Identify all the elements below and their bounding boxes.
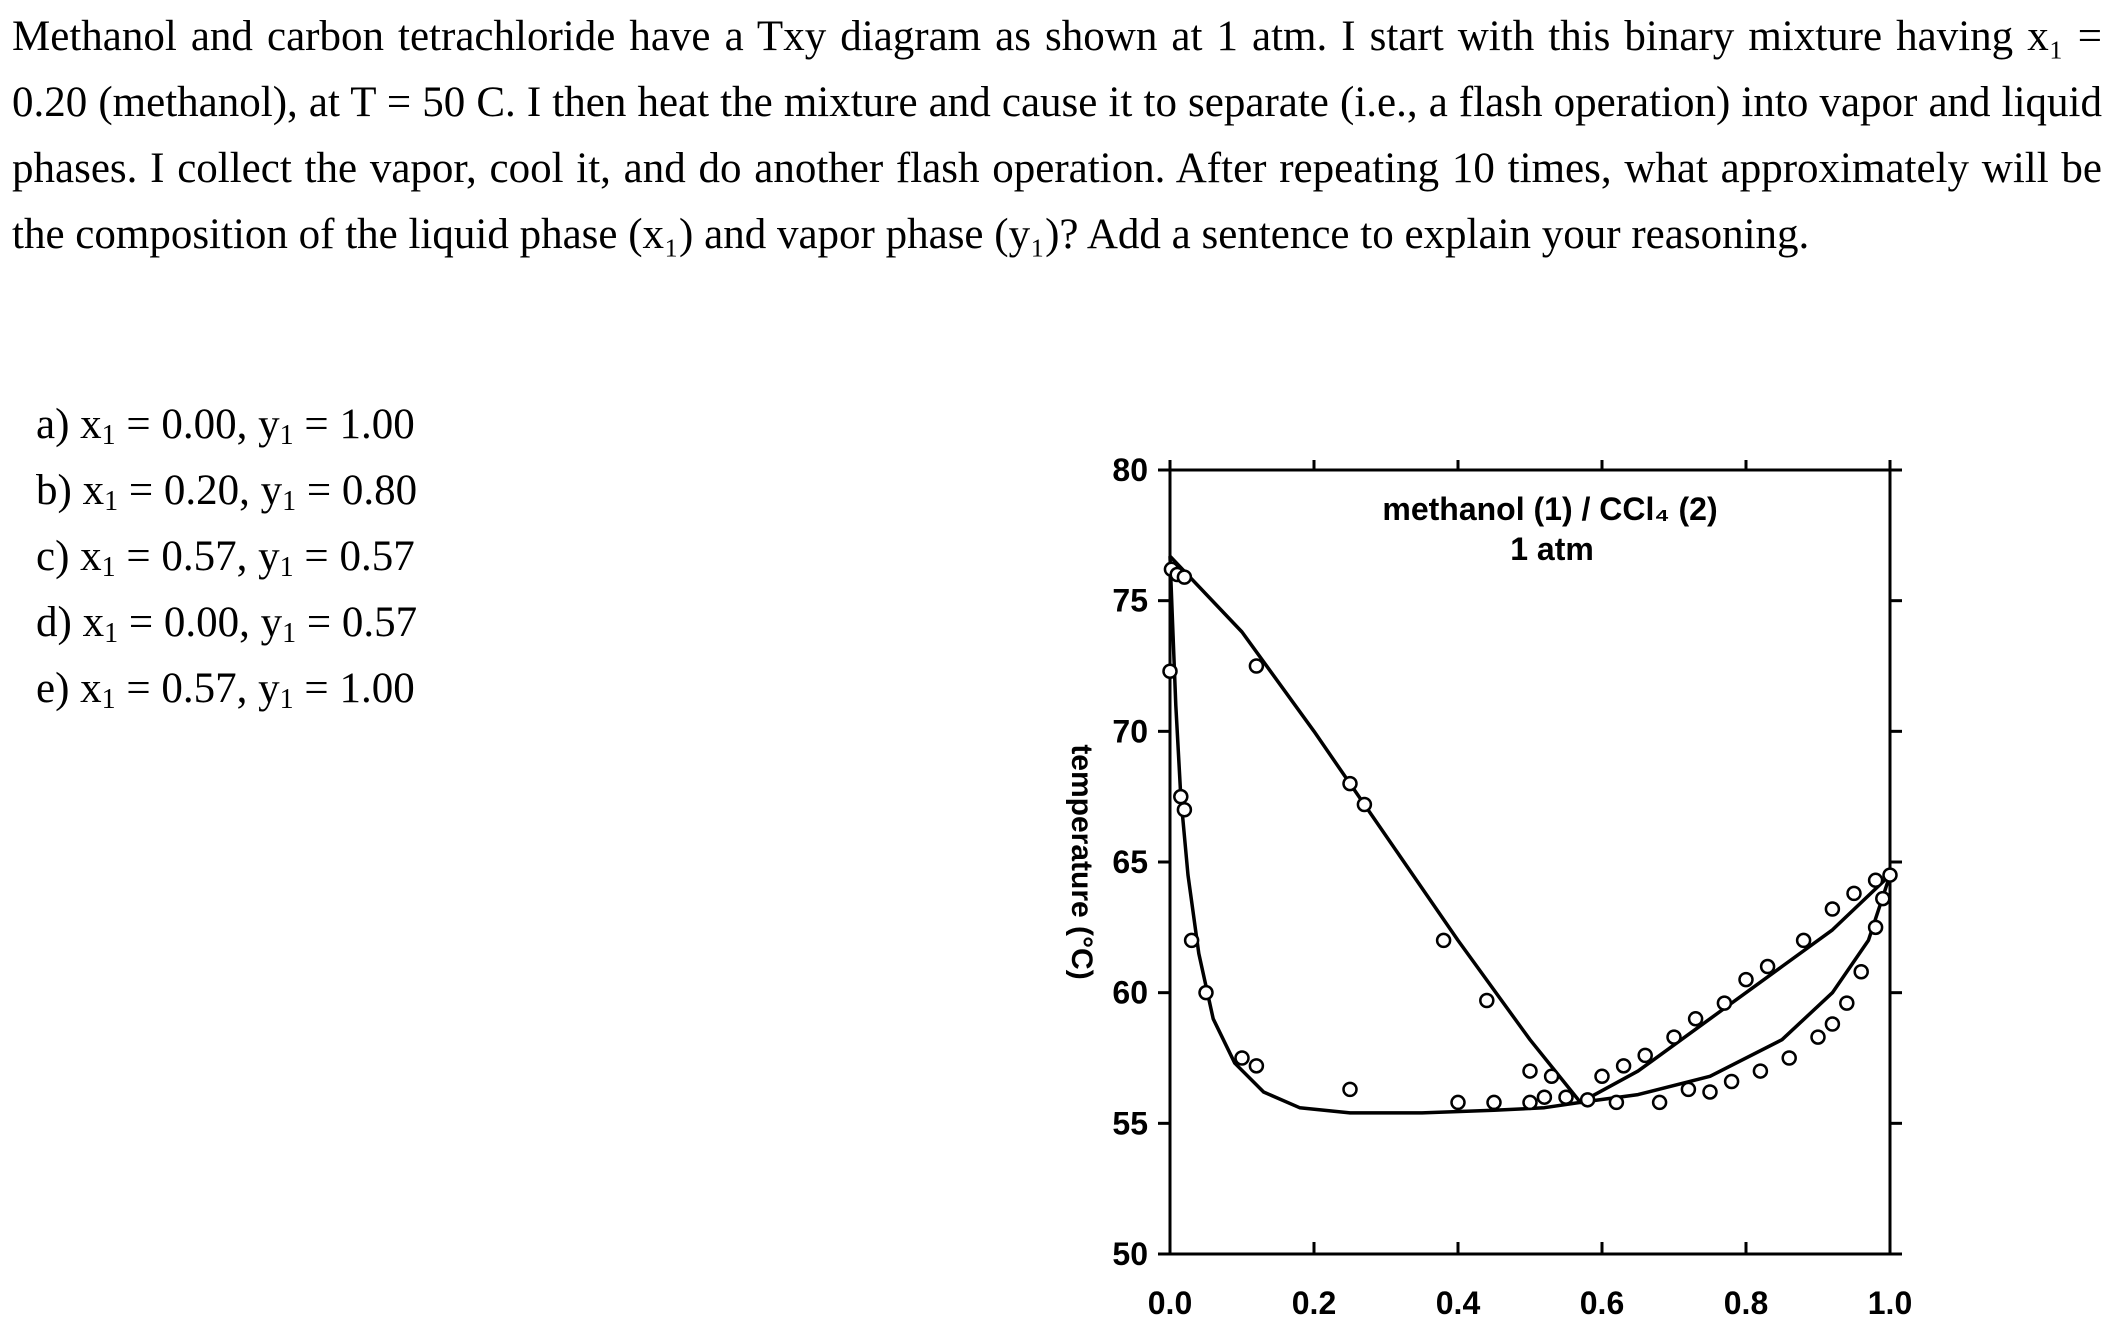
data-point <box>1176 801 1193 818</box>
y-axis-label: temperature (°C) <box>1065 744 1098 979</box>
data-point <box>1479 992 1495 1009</box>
y-tick-label: 60 <box>1112 975 1148 1011</box>
data-point <box>1486 1094 1502 1111</box>
chart-title: methanol (1) / CCl₄ (2) <box>1382 491 1717 527</box>
data-point <box>1342 775 1358 792</box>
data-point <box>1666 1029 1682 1045</box>
data-point <box>1234 1050 1250 1066</box>
data-point <box>1824 1016 1841 1032</box>
data-point <box>1248 658 1265 674</box>
data-point <box>1536 1089 1553 1105</box>
x-tick-label: 0.2 <box>1292 1285 1336 1321</box>
option-d[interactable]: d) x1 = 0.00, y1 = 0.57 <box>36 599 418 649</box>
data-point <box>1882 867 1898 883</box>
y-tick-label: 50 <box>1112 1236 1148 1272</box>
data-point <box>1594 1068 1610 1085</box>
y-tick-label: 70 <box>1112 713 1148 749</box>
dew-curve <box>1168 554 1892 1105</box>
data-point <box>1608 1094 1625 1111</box>
data-point <box>1680 1081 1697 1098</box>
data-point <box>1839 995 1855 1011</box>
data-point <box>1702 1084 1718 1100</box>
data-point <box>1651 1094 1668 1111</box>
data-point <box>1853 964 1869 980</box>
x-tick-label: 0.4 <box>1436 1285 1481 1321</box>
answer-options: a) x1 = 0.00, y1 = 1.00 b) x1 = 0.20, y1… <box>36 392 417 722</box>
data-point <box>1687 1011 1704 1027</box>
y-tick-label: 55 <box>1112 1105 1148 1141</box>
data-point <box>1579 1092 1596 1108</box>
data-point <box>1183 932 1200 949</box>
data-point <box>1558 1089 1574 1105</box>
data-point <box>1356 796 1373 813</box>
data-point <box>1723 1073 1740 1090</box>
data-point <box>1867 872 1884 889</box>
question-text: Methanol and carbon tetrachloride have a… <box>12 13 2102 258</box>
data-point <box>1738 971 1754 988</box>
chart-subtitle: 1 atm <box>1510 531 1594 567</box>
option-a[interactable]: a) x1 = 0.00, y1 = 1.00 <box>36 401 415 451</box>
data-point <box>1173 788 1189 805</box>
data-point <box>1342 1081 1358 1098</box>
y-tick-label: 75 <box>1112 583 1148 619</box>
data-point <box>1795 932 1812 949</box>
data-point <box>1176 569 1193 585</box>
data-point <box>1543 1068 1560 1085</box>
data-point <box>1759 958 1776 975</box>
y-tick-label: 65 <box>1112 844 1148 880</box>
data-point <box>1248 1058 1265 1074</box>
data-point <box>1846 885 1862 902</box>
data-point <box>1522 1063 1538 1079</box>
data-point <box>1522 1094 1538 1111</box>
x-tick-label: 1.0 <box>1868 1285 1912 1321</box>
y-tick-label: 80 <box>1112 452 1148 488</box>
data-point <box>1875 890 1891 907</box>
data-point <box>1867 919 1884 936</box>
x-tick-label: 0.6 <box>1580 1285 1624 1321</box>
x-tick-label: 0.8 <box>1724 1285 1768 1321</box>
data-point <box>1637 1047 1653 1064</box>
option-b[interactable]: b) x1 = 0.20, y1 = 0.80 <box>36 467 418 517</box>
data-point <box>1824 901 1841 917</box>
data-point <box>1615 1058 1632 1074</box>
data-point <box>1716 995 1733 1011</box>
data-point <box>1752 1063 1769 1079</box>
data-point <box>1162 663 1178 679</box>
option-e[interactable]: e) x1 = 0.57, y1 = 1.00 <box>36 665 415 715</box>
data-point <box>1450 1094 1466 1111</box>
data-point <box>1435 932 1452 949</box>
data-point <box>1198 984 1214 1001</box>
txy-diagram: 0.0 0.2 0.4 0.6 0.8 1.0 50 55 60 65 70 75 80 methanol… <box>1065 452 1912 1321</box>
plot-frame <box>1168 468 1892 1256</box>
x-tick-label: 0.0 <box>1148 1285 1192 1321</box>
data-point <box>1810 1029 1826 1045</box>
bubble-curve <box>1168 556 1892 1115</box>
option-c[interactable]: c) x1 = 0.57, y1 = 0.57 <box>36 533 415 583</box>
data-point <box>1781 1050 1797 1066</box>
